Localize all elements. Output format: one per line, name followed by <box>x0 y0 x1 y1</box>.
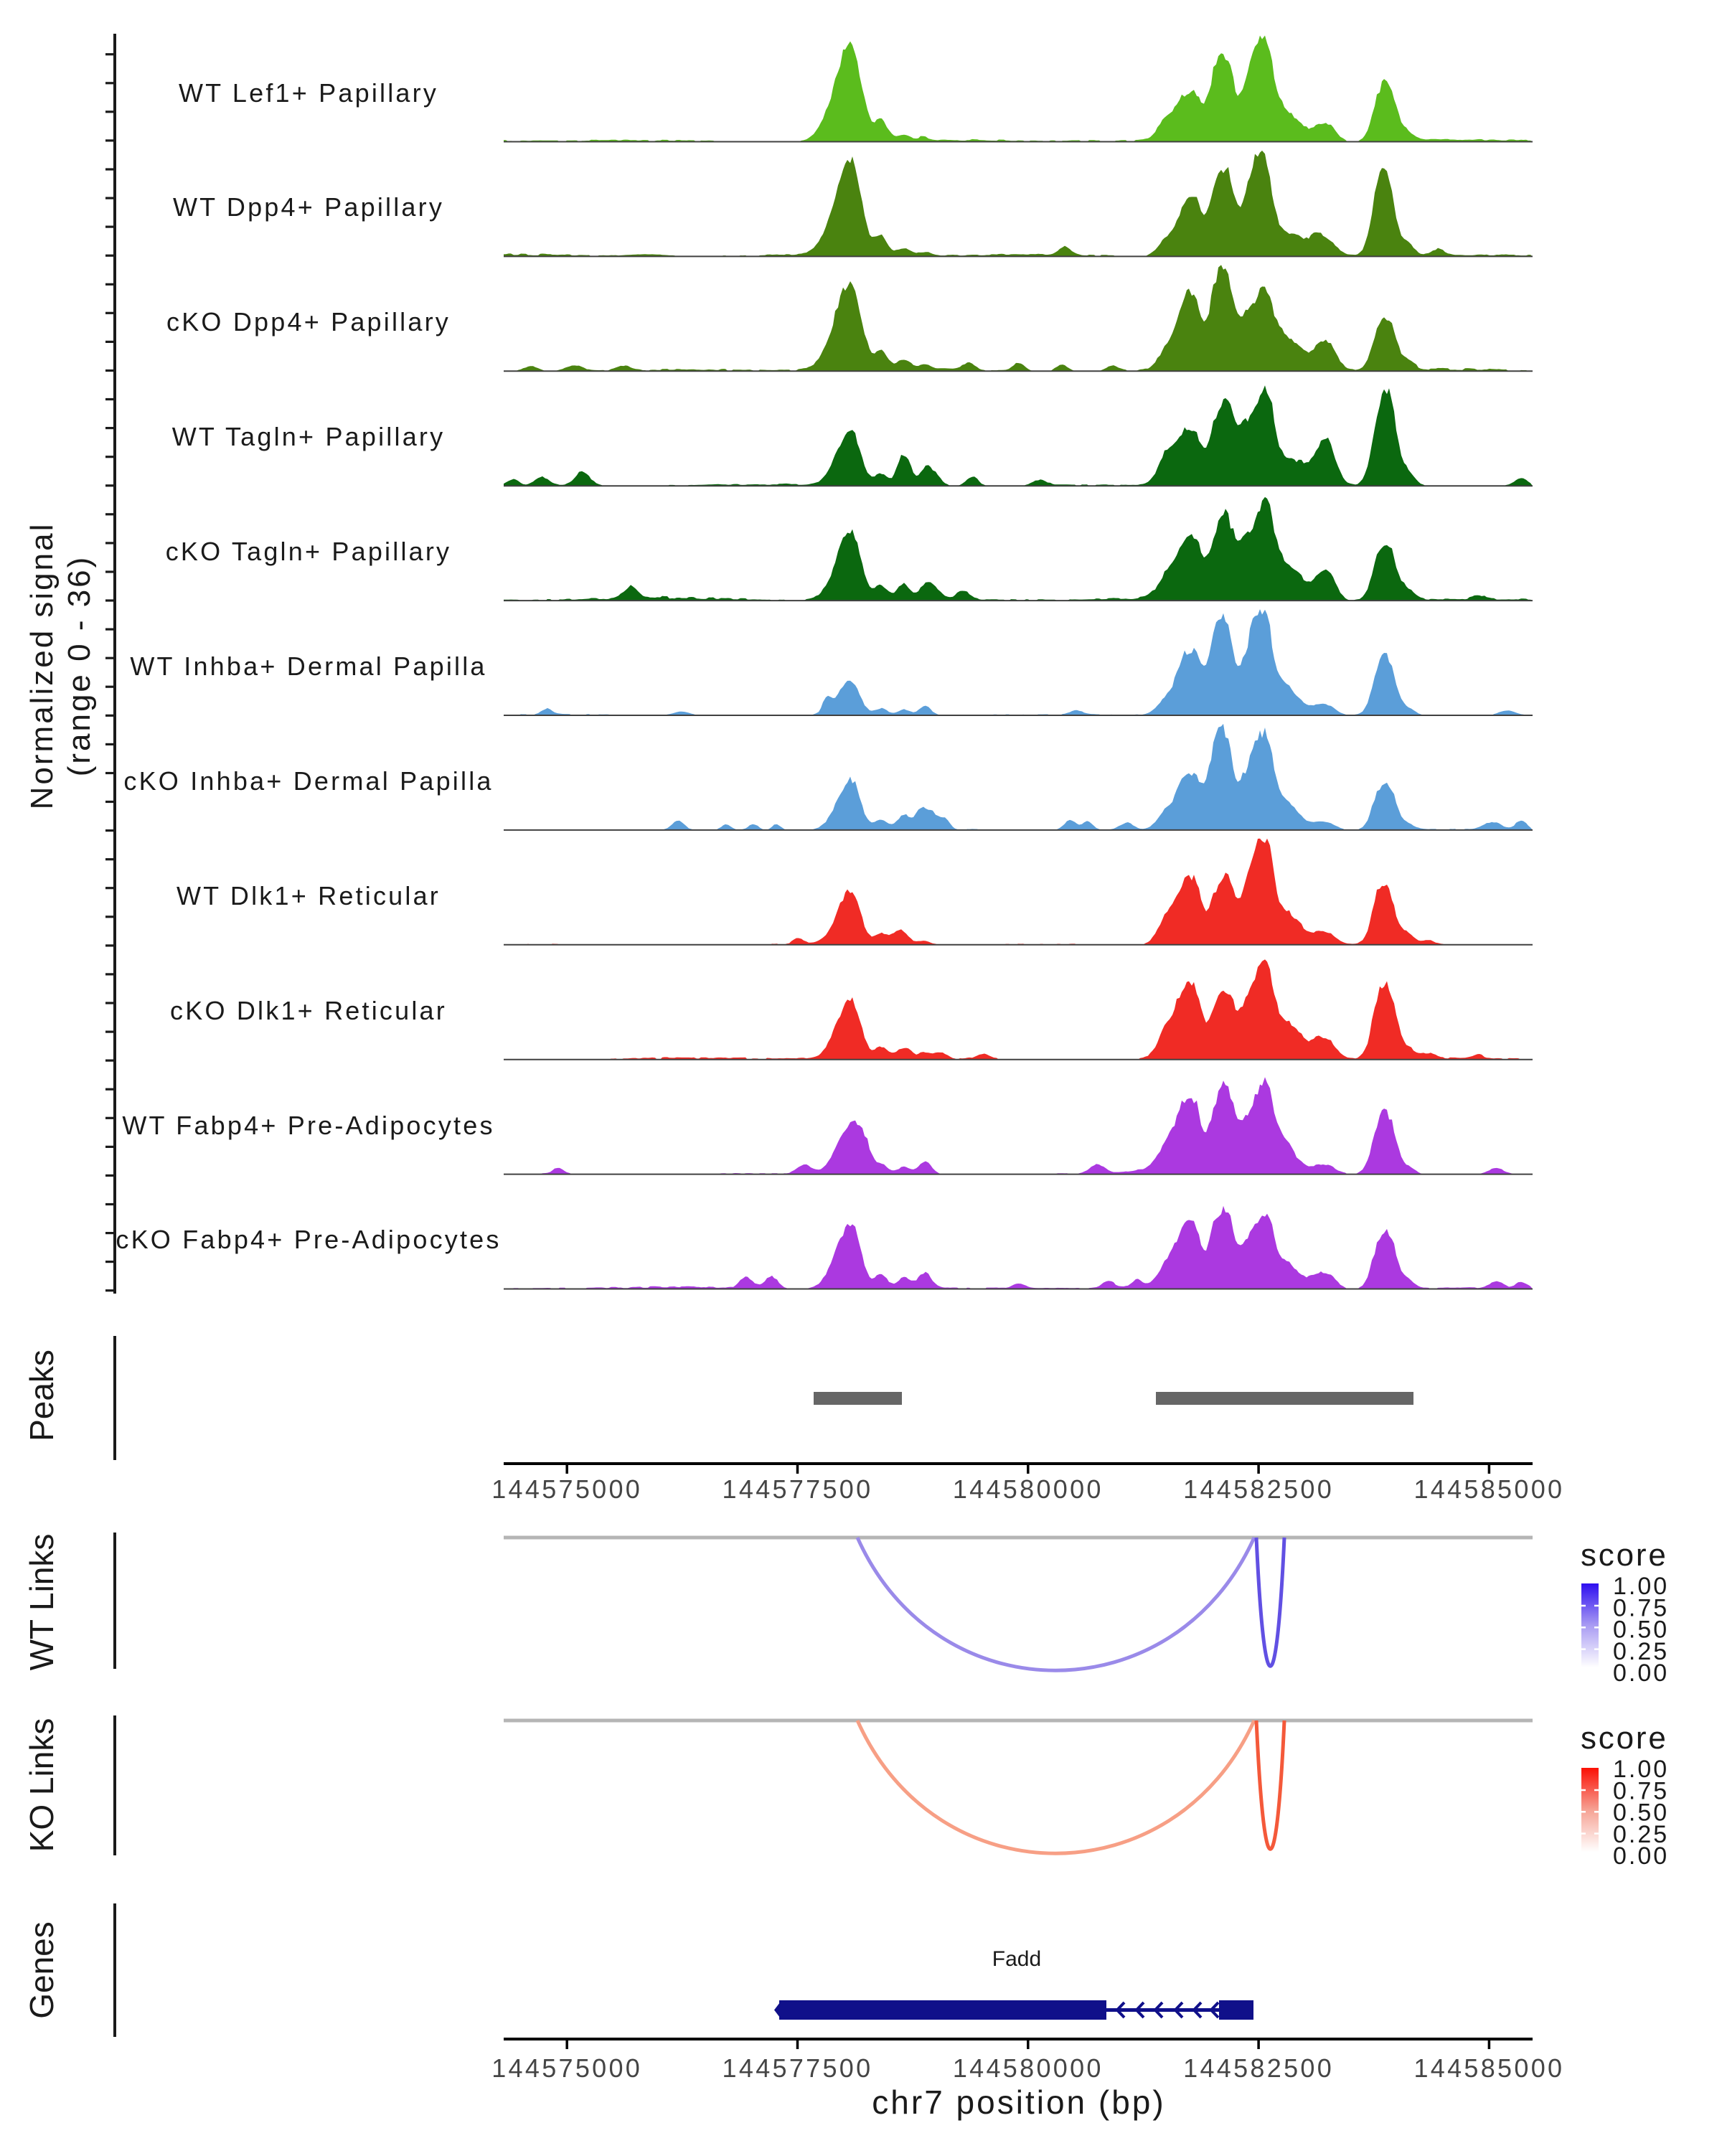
svg-text:144575000: 144575000 <box>491 2053 642 2083</box>
svg-text:WT Tagln+ Papillary: WT Tagln+ Papillary <box>172 422 446 451</box>
svg-text:WT Dpp4+ Papillary: WT Dpp4+ Papillary <box>173 192 444 222</box>
svg-text:0.25: 0.25 <box>1613 1821 1669 1848</box>
svg-text:WT Dlk1+ Reticular: WT Dlk1+ Reticular <box>177 881 441 910</box>
svg-text:score: score <box>1581 1720 1668 1756</box>
svg-text:1.00: 1.00 <box>1613 1573 1669 1600</box>
svg-text:144582500: 144582500 <box>1183 1474 1334 1504</box>
svg-text:144582500: 144582500 <box>1183 2053 1334 2083</box>
svg-text:(range 0 - 36): (range 0 - 36) <box>62 555 97 777</box>
svg-text:cKO Inhba+ Dermal Papilla: cKO Inhba+ Dermal Papilla <box>123 766 493 796</box>
svg-text:score: score <box>1581 1538 1668 1573</box>
svg-text:WT Lef1+ Papillary: WT Lef1+ Papillary <box>179 78 438 108</box>
svg-text:0.75: 0.75 <box>1613 1777 1669 1804</box>
svg-text:0.25: 0.25 <box>1613 1638 1669 1665</box>
svg-text:0.00: 0.00 <box>1613 1842 1669 1870</box>
svg-text:cKO Fabp4+ Pre-Adipocytes: cKO Fabp4+ Pre-Adipocytes <box>116 1225 501 1254</box>
svg-text:cKO Dlk1+ Reticular: cKO Dlk1+ Reticular <box>170 996 447 1025</box>
svg-text:144585000: 144585000 <box>1413 2053 1564 2083</box>
svg-text:144575000: 144575000 <box>491 1474 642 1504</box>
svg-text:KO Links: KO Links <box>23 1718 60 1853</box>
svg-text:144577500: 144577500 <box>723 2053 873 2083</box>
svg-text:144577500: 144577500 <box>723 1474 873 1504</box>
svg-text:144580000: 144580000 <box>953 1474 1104 1504</box>
svg-text:0.50: 0.50 <box>1613 1799 1669 1827</box>
svg-text:WT Fabp4+ Pre-Adipocytes: WT Fabp4+ Pre-Adipocytes <box>122 1111 494 1140</box>
svg-text:WT Inhba+ Dermal Papilla: WT Inhba+ Dermal Papilla <box>130 651 486 681</box>
svg-text:0.75: 0.75 <box>1613 1594 1669 1621</box>
svg-text:WT Links: WT Links <box>23 1534 60 1671</box>
svg-text:chr7 position (bp): chr7 position (bp) <box>872 2084 1165 2121</box>
svg-text:1.00: 1.00 <box>1613 1756 1669 1783</box>
svg-text:0.50: 0.50 <box>1613 1616 1669 1644</box>
svg-text:144585000: 144585000 <box>1413 1474 1564 1504</box>
svg-text:144580000: 144580000 <box>953 2053 1104 2083</box>
svg-text:0.00: 0.00 <box>1613 1660 1669 1687</box>
svg-text:Peaks: Peaks <box>23 1350 60 1441</box>
svg-text:cKO Dpp4+ Papillary: cKO Dpp4+ Papillary <box>166 307 451 336</box>
svg-text:Normalized signal: Normalized signal <box>24 522 60 810</box>
svg-text:Fadd: Fadd <box>992 1947 1041 1971</box>
svg-text:Genes: Genes <box>23 1921 60 2019</box>
svg-text:cKO Tagln+ Papillary: cKO Tagln+ Papillary <box>166 537 452 566</box>
